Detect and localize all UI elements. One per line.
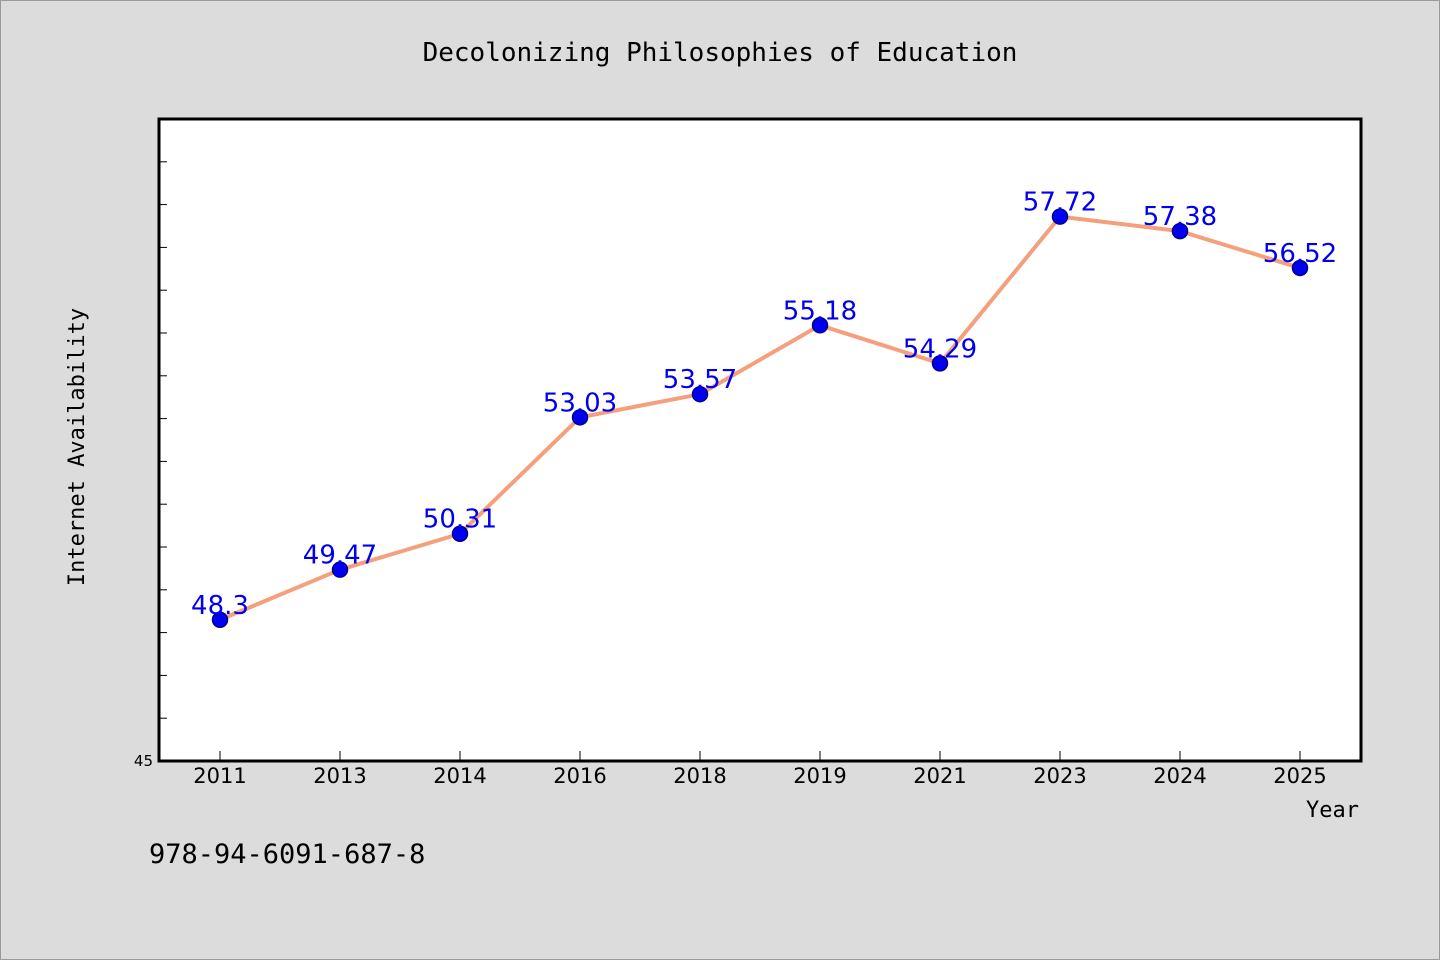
data-point bbox=[1171, 222, 1189, 240]
data-point bbox=[1051, 208, 1069, 225]
data-point bbox=[691, 385, 709, 403]
data-point bbox=[1291, 259, 1309, 277]
chart-title: Decolonizing Philosophies of Education bbox=[423, 38, 1018, 68]
y-tick-label: 45 bbox=[134, 752, 153, 770]
isbn-text: 978-94-6091-687-8 bbox=[149, 839, 425, 870]
data-label: 54.29 bbox=[903, 334, 977, 364]
plot-area bbox=[157, 117, 1363, 763]
data-point bbox=[451, 525, 469, 542]
series-internet-availability: 48.3 49.47 50.31 53.03 53.57 55.18 54.29 57.72 5… bbox=[191, 188, 1337, 629]
data-point bbox=[571, 409, 589, 426]
data-label: 57.38 bbox=[1143, 202, 1217, 232]
data-label: 48.3 bbox=[191, 591, 249, 621]
x-tick-label: 2016 bbox=[553, 764, 606, 788]
x-axis-label: Year bbox=[1306, 798, 1359, 823]
data-label: 49.47 bbox=[303, 541, 377, 571]
data-label: 55.18 bbox=[783, 296, 857, 326]
x-axis-ticks bbox=[219, 751, 1301, 761]
x-tick-label: 2024 bbox=[1153, 764, 1206, 788]
x-tick-label: 2025 bbox=[1273, 764, 1326, 788]
data-point bbox=[811, 317, 829, 334]
x-tick-label: 2023 bbox=[1033, 764, 1086, 788]
x-tick-label: 2021 bbox=[913, 764, 966, 788]
data-point bbox=[931, 355, 949, 372]
data-label: 56.52 bbox=[1263, 239, 1337, 269]
data-point bbox=[331, 561, 349, 578]
x-tick-label: 2011 bbox=[193, 764, 246, 788]
series-line bbox=[219, 214, 1301, 622]
x-tick-label: 2014 bbox=[433, 764, 486, 788]
data-label: 53.03 bbox=[543, 388, 617, 418]
data-label: 53.57 bbox=[663, 365, 737, 395]
x-tick-labels: 2011 2013 2014 2016 2018 2019 2021 2023 2024 2025 bbox=[193, 764, 1326, 788]
data-label: 57.72 bbox=[1023, 188, 1097, 218]
y-axis-label: Internet Availability bbox=[65, 308, 90, 586]
data-label: 50.31 bbox=[423, 505, 497, 535]
y-axis-ticks bbox=[159, 161, 167, 719]
x-tick-label: 2019 bbox=[793, 764, 846, 788]
x-tick-label: 2018 bbox=[673, 764, 726, 788]
data-point bbox=[211, 611, 229, 629]
x-tick-label: 2013 bbox=[313, 764, 366, 788]
